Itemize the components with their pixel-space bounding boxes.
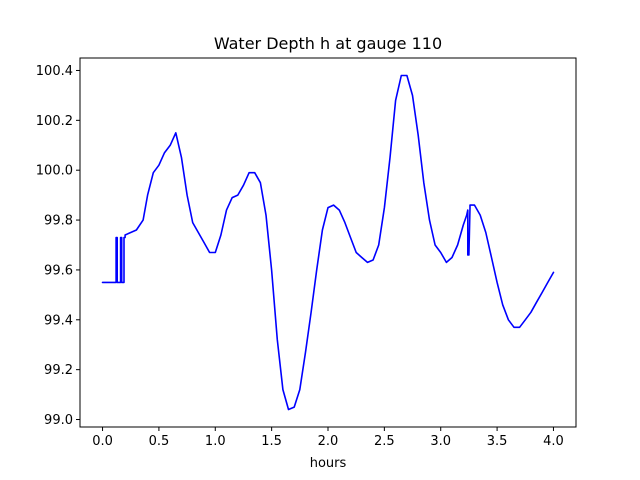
y-tick-label: 99.8 bbox=[44, 214, 73, 229]
y-tick-label: 99.0 bbox=[44, 413, 73, 428]
y-tick-label: 100.4 bbox=[36, 64, 73, 79]
y-tick-label: 99.4 bbox=[44, 313, 73, 328]
x-tick-label: 2.0 bbox=[318, 434, 339, 449]
plot-area bbox=[101, 74, 555, 411]
axes-frame bbox=[79, 57, 577, 428]
x-tick-label: 1.5 bbox=[261, 434, 282, 449]
x-tick-label: 4.0 bbox=[543, 434, 564, 449]
x-tick-label: 3.5 bbox=[487, 434, 508, 449]
y-tick-label: 99.2 bbox=[44, 363, 73, 378]
x-tick-label: 3.0 bbox=[430, 434, 451, 449]
chart-title: Water Depth h at gauge 110 bbox=[214, 34, 442, 53]
x-axis-label: hours bbox=[310, 456, 347, 471]
y-tick-label: 100.0 bbox=[36, 164, 73, 179]
x-tick-label: 0.0 bbox=[92, 434, 113, 449]
x-axis: 0.0 0.5 1.0 1.5 2.0 2.5 3.0 3.5 4.0 bbox=[92, 427, 564, 449]
x-tick-label: 1.0 bbox=[205, 434, 226, 449]
y-tick-label: 100.2 bbox=[36, 114, 73, 129]
y-tick-label: 99.6 bbox=[44, 263, 73, 278]
x-tick-label: 2.5 bbox=[374, 434, 395, 449]
y-axis: 99.0 99.2 99.4 99.6 99.8 100.0 100.2 100.4 bbox=[36, 64, 80, 428]
x-tick-label: 0.5 bbox=[149, 434, 170, 449]
series-line bbox=[101, 74, 555, 411]
